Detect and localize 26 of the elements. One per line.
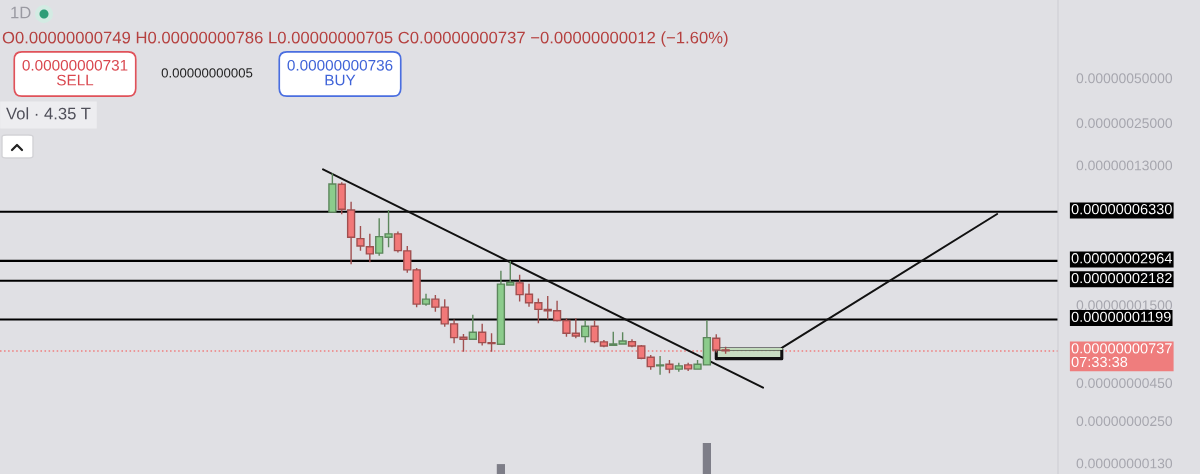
- candlestick: [328, 172, 337, 214]
- ref-line-label: 0.00000002182: [1071, 272, 1172, 284]
- y-tick-label: 0.00000001500: [1076, 300, 1173, 311]
- candlestick: [684, 361, 693, 372]
- y-tick-label: 0.00000013000: [1076, 160, 1173, 171]
- chart-title: Vol · 4.35 T: [6, 107, 91, 120]
- candlestick: [468, 314, 477, 341]
- ref-line-label: 0.00000001199: [1071, 311, 1171, 322]
- candlestick: [665, 359, 674, 374]
- y-tick-label: 0.00000000130: [1076, 458, 1173, 469]
- ref-line-label: 0.00000000737 07:33:38: [1071, 343, 1172, 368]
- y-tick-label: 0.00000000250: [1076, 416, 1173, 427]
- candlestick: [674, 361, 683, 373]
- annotation: 0.00000000736 BUY: [287, 59, 393, 86]
- annotation: O0.00000000749 H0.00000000786 L0.00000000705 C0.00000000737 −0.00000000012 (−1.60%): [2, 31, 728, 47]
- candlestick: [421, 293, 431, 307]
- ref-line-label: 0.00000002964: [1071, 253, 1173, 264]
- y-tick-label: 0.00000000450: [1076, 378, 1173, 389]
- candlestick: [581, 319, 590, 344]
- ref-line-label: 0.00000006330: [1071, 204, 1172, 215]
- chart-title: 1D: [11, 6, 31, 19]
- annotation: 0.00000000731 SELL: [22, 59, 128, 86]
- y-tick-label: 0.00000050000: [1076, 73, 1173, 84]
- annotation: 0.00000000005: [161, 68, 253, 78]
- y-tick-label: 0.00000025000: [1076, 118, 1173, 129]
- candlestick: [655, 355, 665, 376]
